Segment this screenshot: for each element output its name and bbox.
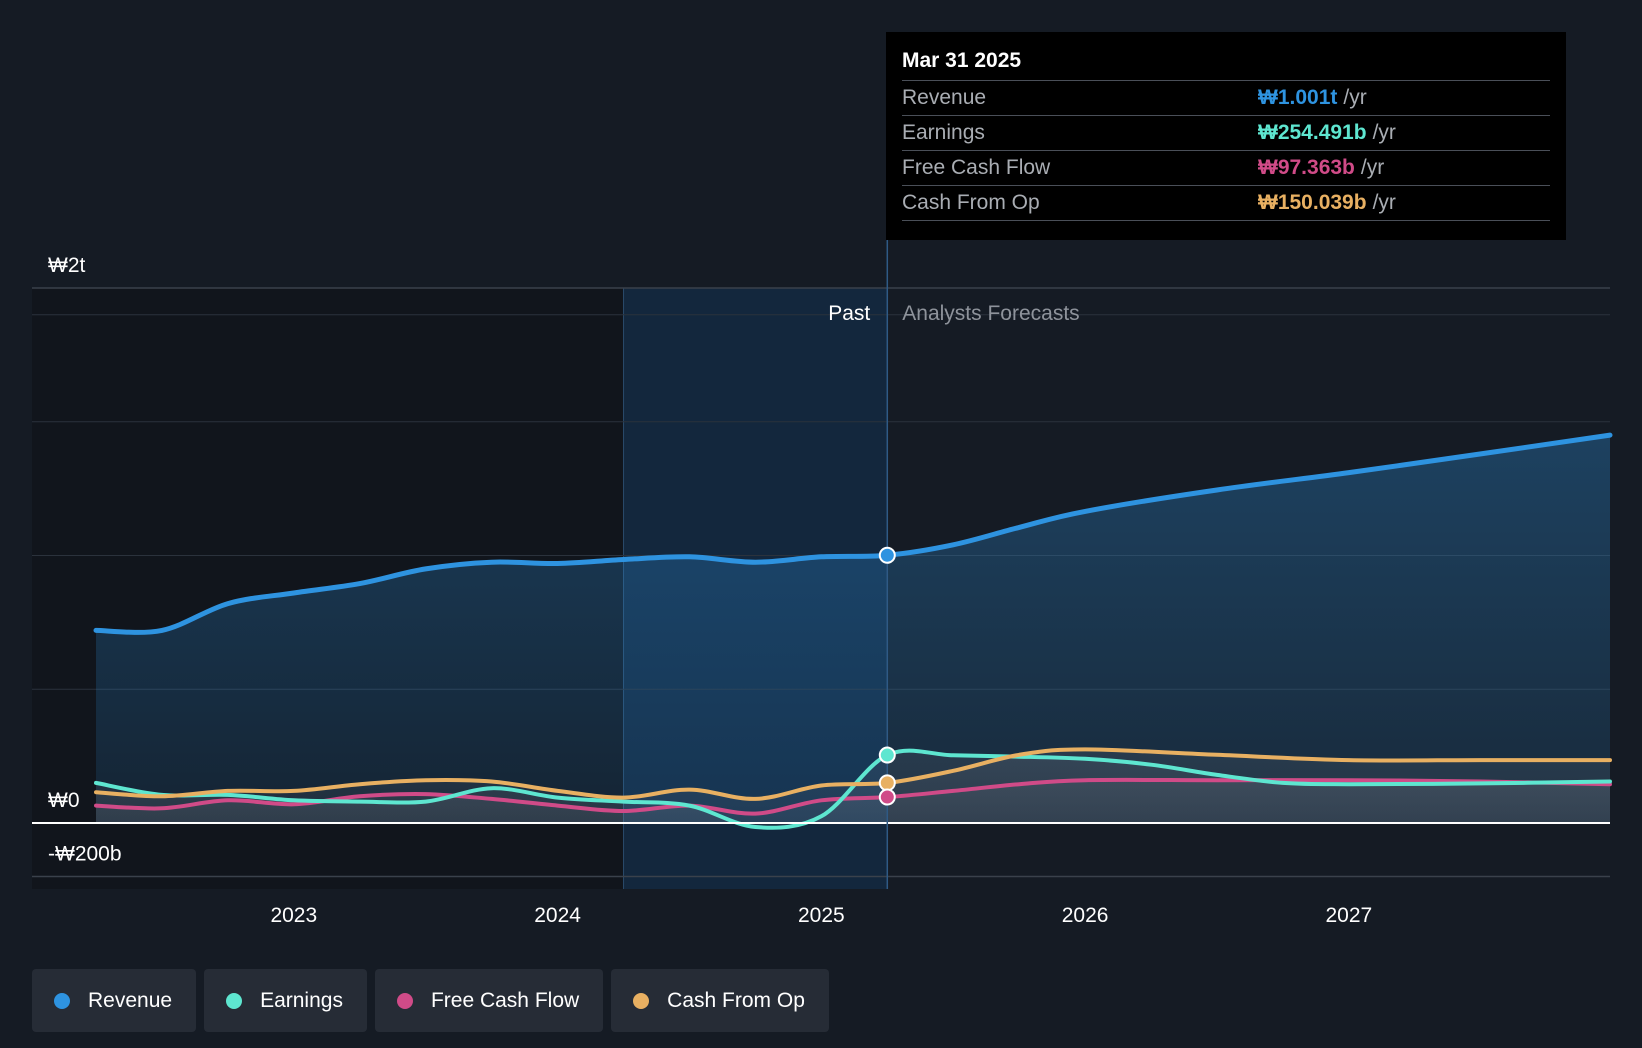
y-tick-label: -₩200b — [48, 843, 122, 866]
tooltip-value: ₩97.363b — [1258, 156, 1355, 179]
tooltip-value: ₩1.001t — [1258, 86, 1338, 109]
legend-label: Revenue — [88, 988, 173, 1012]
x-tick-label: 2026 — [1062, 904, 1109, 927]
data-tooltip: Mar 31 2025 Revenue ₩1.001t /yr Earnings… — [886, 32, 1566, 240]
x-tick-label: 2024 — [534, 904, 581, 927]
x-axis-labels: 2023 2024 2025 2026 2027 — [270, 904, 1372, 927]
cash-from-op-dot-icon — [633, 992, 650, 1009]
revenue-dot-icon — [54, 992, 70, 1009]
revenue-marker — [878, 546, 896, 564]
tooltip-unit: /yr — [1372, 191, 1396, 214]
y-axis-labels: -₩200b ₩0 ₩2t — [48, 254, 122, 866]
tooltip-unit: /yr — [1372, 121, 1396, 144]
tooltip-label: Free Cash Flow — [902, 156, 1051, 179]
tooltip-label: Earnings — [902, 121, 985, 144]
tooltip-value: ₩254.491b — [1258, 121, 1367, 144]
forecast-label: Analysts Forecasts — [902, 302, 1079, 325]
tooltip-row-free-cash-flow: Free Cash Flow ₩97.363b /yr — [902, 150, 1550, 185]
free-cash-flow-dot-icon — [396, 992, 413, 1009]
chart-legend: Revenue Earnings Free Cash Flow Cash Fro… — [32, 969, 829, 1032]
x-tick-label: 2023 — [270, 904, 317, 927]
tooltip-label: Revenue — [902, 86, 987, 109]
legend-item-free-cash-flow[interactable]: Free Cash Flow — [374, 969, 604, 1032]
earnings-line — [94, 748, 1612, 830]
past-label: Past — [828, 302, 870, 325]
tooltip-date: Mar 31 2025 — [902, 49, 1022, 72]
tooltip-row-earnings: Earnings ₩254.491b /yr — [902, 115, 1550, 150]
tooltip-unit: /yr — [1360, 156, 1385, 179]
y-tick-label: ₩0 — [48, 789, 80, 812]
cfo-marker — [878, 774, 896, 792]
legend-item-earnings[interactable]: Earnings — [204, 969, 367, 1032]
cfo-line — [94, 747, 1612, 801]
legend-item-cash-from-op[interactable]: Cash From Op — [611, 969, 829, 1032]
current-value-markers — [878, 546, 896, 806]
revenue-area — [96, 435, 1610, 823]
y-tick-label: ₩2t — [48, 254, 86, 277]
fcf-marker — [878, 788, 896, 806]
x-tick-label: 2027 — [1326, 904, 1373, 927]
tooltip-row-cash-from-op: Cash From Op ₩150.039b /yr — [902, 185, 1550, 221]
earnings-dot-icon — [226, 992, 243, 1009]
earnings-marker — [878, 746, 896, 764]
tooltip-label: Cash From Op — [902, 191, 1040, 214]
revenue-line — [93, 432, 1613, 635]
x-tick-label: 2025 — [798, 904, 845, 927]
tooltip-unit: /yr — [1343, 86, 1367, 109]
legend-label: Earnings — [260, 988, 343, 1012]
tooltip-value: ₩150.039b — [1258, 191, 1367, 214]
tooltip-row-revenue: Revenue ₩1.001t /yr — [902, 80, 1550, 115]
legend-item-revenue[interactable]: Revenue — [32, 969, 197, 1032]
legend-label: Cash From Op — [667, 988, 805, 1012]
series-lines — [93, 432, 1613, 830]
legend-label: Free Cash Flow — [430, 988, 580, 1012]
